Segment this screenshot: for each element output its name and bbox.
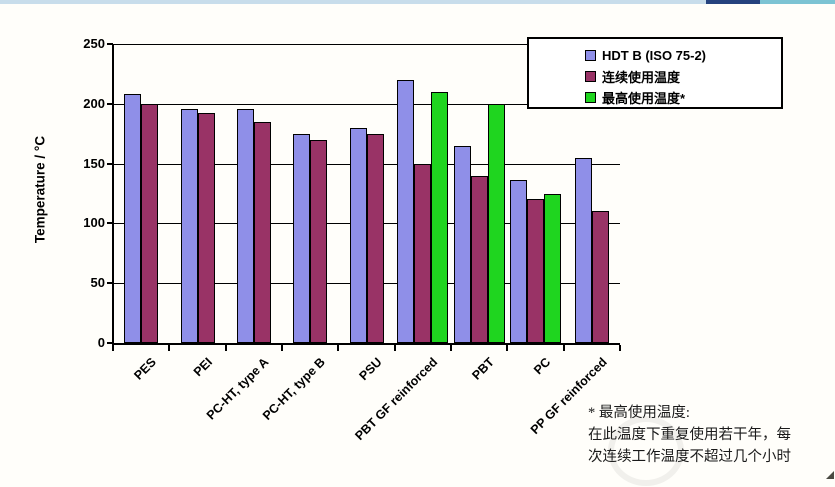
x-tick-2 — [224, 345, 227, 351]
x-tick-5 — [393, 345, 396, 351]
x-tick-8 — [562, 345, 565, 351]
bar-HDT B (ISO 75-2)-PBT GF reinforced — [397, 79, 415, 343]
legend: HDT B (ISO 75-2) 连续使用温度 最高使用温度* — [527, 37, 783, 109]
y-tick-200 — [107, 102, 113, 105]
gridline-200 — [113, 103, 620, 105]
bar-HDT B (ISO 75-2)-PBT — [453, 145, 471, 343]
x-axis-line — [112, 343, 620, 345]
legend-marker-icon — [585, 71, 596, 82]
y-tick-250 — [107, 43, 113, 45]
y-tick-100 — [107, 222, 113, 225]
x-tick-7 — [506, 345, 509, 351]
x-category-label-PC: PC — [531, 355, 554, 378]
bar-连续使用温度-PBT GF reinforced — [414, 163, 432, 343]
x-tick-9 — [619, 345, 621, 351]
x-tick-3 — [281, 345, 283, 351]
bar-HDT B (ISO 75-2)-PC — [510, 180, 527, 343]
legend-label: 连续使用温度 — [602, 70, 681, 85]
bar-连续使用温度-PC — [527, 199, 544, 343]
y-axis-title: Temperature / °C — [32, 135, 48, 244]
y-tick-0 — [107, 342, 113, 344]
legend-entry-2: 连续使用温度 — [585, 66, 781, 87]
y-axis-line — [112, 44, 114, 343]
footnote-line-1: * 最高使用温度: — [588, 405, 690, 421]
bar-HDT B (ISO 75-2)-PP GF reinforced — [574, 157, 592, 343]
legend-entry-3: 最高使用温度* — [585, 87, 781, 108]
legend-marker-icon — [585, 92, 596, 103]
bar-连续使用温度-PBT — [470, 175, 488, 343]
bar-HDT B (ISO 75-2)-PC-HT, type A — [236, 108, 254, 343]
bar-连续使用温度-PES — [141, 103, 159, 343]
y-tick-label-200: 200 — [83, 95, 105, 111]
bar-最高使用温度*-PC — [544, 193, 561, 343]
bar-HDT B (ISO 75-2)-PC-HT, type B — [293, 133, 311, 343]
bar-最高使用温度*-PBT — [487, 103, 505, 343]
bar-连续使用温度-PC-HT, type B — [310, 139, 328, 343]
bar-连续使用温度-PP GF reinforced — [591, 211, 609, 343]
y-tick-label-50: 50 — [90, 275, 105, 291]
top-strip-segment-1 — [0, 0, 706, 4]
bar-HDT B (ISO 75-2)-PEI — [180, 108, 198, 343]
y-tick-label-150: 150 — [83, 155, 105, 171]
legend-entry-1: HDT B (ISO 75-2) — [585, 45, 781, 66]
y-tick-label-0: 0 — [97, 335, 105, 350]
legend-label: 最高使用温度* — [602, 91, 686, 106]
x-tick-4 — [337, 345, 340, 351]
x-category-label-PEI: PEI — [191, 355, 216, 380]
bar-HDT B (ISO 75-2)-PES — [124, 94, 142, 343]
x-category-label-PSU: PSU — [356, 355, 385, 384]
x-category-label-PBT: PBT — [469, 355, 498, 383]
y-tick-label-100: 100 — [83, 215, 105, 231]
legend-marker-icon — [585, 50, 596, 61]
top-strip-segment-2 — [706, 0, 760, 4]
top-strip-segment-3 — [760, 0, 835, 4]
bar-HDT B (ISO 75-2)-PSU — [349, 127, 367, 343]
gridline-250 — [113, 44, 620, 45]
y-tick-50 — [107, 282, 113, 285]
x-tick-6 — [450, 345, 452, 351]
bar-连续使用温度-PC-HT, type A — [253, 121, 271, 343]
x-tick-1 — [168, 345, 171, 351]
corner-mark-icon — [826, 471, 834, 479]
legend-label: HDT B (ISO 75-2) — [602, 48, 707, 63]
bar-最高使用温度*-PBT GF reinforced — [431, 91, 449, 343]
bar-连续使用温度-PSU — [366, 133, 384, 343]
bar-连续使用温度-PEI — [197, 113, 215, 343]
y-tick-label-250: 250 — [83, 36, 105, 51]
x-category-label-PES: PES — [131, 355, 160, 383]
watermark — [608, 416, 684, 486]
x-tick-0 — [112, 345, 114, 351]
y-tick-150 — [107, 162, 113, 165]
